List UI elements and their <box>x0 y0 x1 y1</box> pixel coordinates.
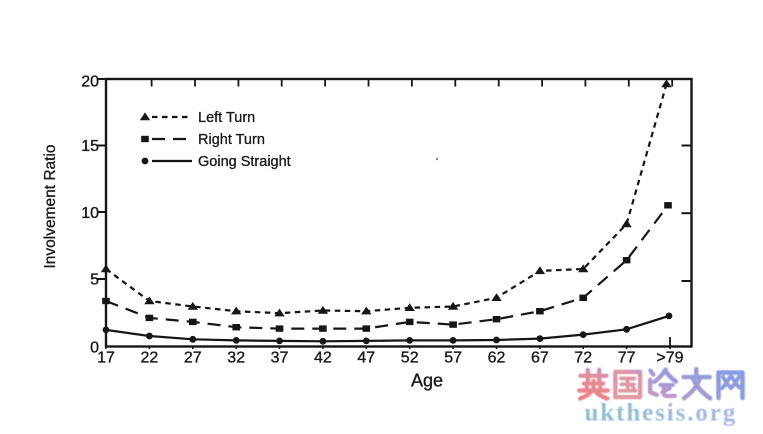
svg-text:67: 67 <box>531 350 549 367</box>
svg-text:57: 57 <box>444 350 462 367</box>
svg-text:10: 10 <box>81 205 99 222</box>
svg-text:37: 37 <box>271 350 289 367</box>
svg-text:62: 62 <box>488 350 506 367</box>
svg-text:32: 32 <box>227 350 245 367</box>
svg-text:Right Turn: Right Turn <box>198 132 265 148</box>
svg-text:20: 20 <box>81 73 99 90</box>
svg-text:77: 77 <box>618 350 636 367</box>
svg-text:42: 42 <box>314 350 332 367</box>
svg-text:Involvement Ratio: Involvement Ratio <box>42 144 59 268</box>
svg-text:22: 22 <box>141 350 159 367</box>
svg-text:0: 0 <box>90 340 99 357</box>
svg-text:15: 15 <box>81 138 99 155</box>
svg-text:>79: >79 <box>656 350 683 367</box>
svg-text:Age: Age <box>411 371 443 391</box>
svg-text:17: 17 <box>97 350 115 367</box>
svg-text:ukthesis.org: ukthesis.org <box>585 399 738 426</box>
svg-text:52: 52 <box>401 350 419 367</box>
svg-text:Left Turn: Left Turn <box>198 110 255 126</box>
svg-text:47: 47 <box>357 350 375 367</box>
svg-text:5: 5 <box>90 271 99 288</box>
svg-text:72: 72 <box>574 350 592 367</box>
svg-text:27: 27 <box>184 350 202 367</box>
svg-text:Going Straight: Going Straight <box>198 154 291 170</box>
